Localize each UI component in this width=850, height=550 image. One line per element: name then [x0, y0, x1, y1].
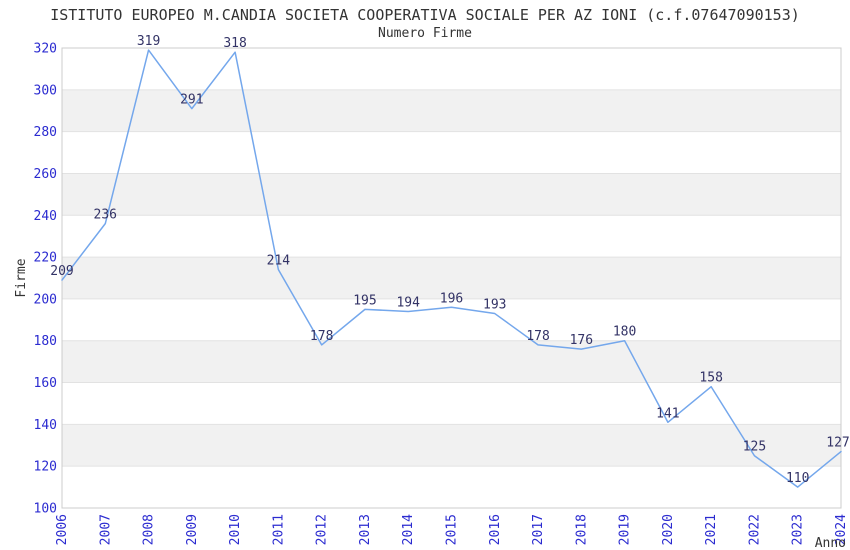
- x-tick-label: 2008: [142, 514, 157, 545]
- y-tick-label: 160: [34, 376, 57, 391]
- point-value-label: 141: [656, 406, 679, 421]
- point-value-label: 127: [826, 436, 849, 451]
- y-tick-label: 240: [34, 209, 57, 224]
- y-axis-tick-labels: 100 120 140 160 180 200 220 240 260 280 300 320: [34, 42, 57, 517]
- x-tick-label: 2024: [834, 514, 849, 545]
- point-value-label: 194: [396, 295, 420, 310]
- x-tick-label: 2014: [401, 514, 416, 545]
- point-value-label: 319: [137, 34, 160, 49]
- point-value-label: 180: [613, 325, 636, 340]
- plot-band: [62, 340, 841, 383]
- point-value-label: 236: [94, 208, 117, 223]
- y-tick-label: 220: [34, 251, 57, 266]
- x-tick-label: 2006: [55, 514, 70, 545]
- x-tick-label: 2011: [271, 514, 286, 545]
- y-tick-label: 280: [34, 125, 57, 140]
- point-value-label: 110: [786, 471, 809, 486]
- x-tick-label: 2012: [315, 514, 330, 545]
- y-tick-label: 180: [34, 334, 57, 349]
- point-value-label: 158: [699, 371, 722, 386]
- x-tick-label: 2023: [791, 514, 806, 545]
- x-tick-label: 2021: [704, 514, 719, 545]
- plot-bands: [62, 89, 841, 467]
- x-tick-label: 2007: [98, 514, 113, 545]
- point-value-label: 318: [223, 36, 246, 51]
- y-tick-label: 120: [34, 460, 57, 475]
- y-tick-label: 140: [34, 418, 57, 433]
- y-tick-label: 100: [34, 502, 57, 517]
- x-tick-label: 2020: [661, 514, 676, 545]
- point-value-label: 209: [50, 264, 73, 279]
- point-value-label: 178: [526, 329, 549, 344]
- gridlines: [62, 89, 841, 467]
- point-value-label: 195: [353, 293, 376, 308]
- point-labels: 209 236 319 291 318 214 178 195 194 196 193 178 176 1…: [50, 34, 849, 486]
- x-tick-label: 2022: [747, 514, 762, 545]
- point-value-label: 214: [267, 254, 291, 269]
- x-axis-tick-labels: 2006 2007 2008 2009 2010 2011 2012 2013 2014 2015…: [55, 514, 849, 545]
- y-axis-title: Firme: [14, 258, 29, 297]
- point-value-label: 291: [180, 93, 203, 108]
- x-tick-label: 2013: [358, 514, 373, 545]
- x-tick-label: 2009: [185, 514, 200, 545]
- x-tick-label: 2018: [574, 514, 589, 545]
- x-tick-label: 2016: [488, 514, 503, 545]
- y-tick-label: 320: [34, 42, 57, 57]
- point-value-label: 196: [440, 291, 463, 306]
- x-tick-label: 2015: [445, 514, 460, 545]
- x-tick-label: 2010: [228, 514, 243, 545]
- plot-band: [62, 257, 841, 299]
- point-value-label: 178: [310, 329, 333, 344]
- plot-band: [62, 424, 841, 467]
- y-tick-label: 200: [34, 292, 57, 307]
- y-tick-label: 300: [34, 83, 57, 98]
- y-tick-label: 260: [34, 167, 57, 182]
- plot-band: [62, 89, 841, 132]
- firme-series-line: [61, 49, 842, 488]
- point-value-label: 125: [743, 440, 766, 455]
- chart-subtitle: Numero Firme: [378, 26, 472, 41]
- x-tick-label: 2017: [531, 514, 546, 545]
- x-tick-label: 2019: [618, 514, 633, 545]
- point-value-label: 193: [483, 298, 506, 313]
- plot-band: [62, 173, 841, 216]
- point-value-label: 176: [570, 333, 593, 348]
- chart-title: ISTITUTO EUROPEO M.CANDIA SOCIETA COOPER…: [50, 6, 800, 24]
- plot-border: [61, 47, 842, 509]
- x-axis-title: Anno: [815, 536, 846, 550]
